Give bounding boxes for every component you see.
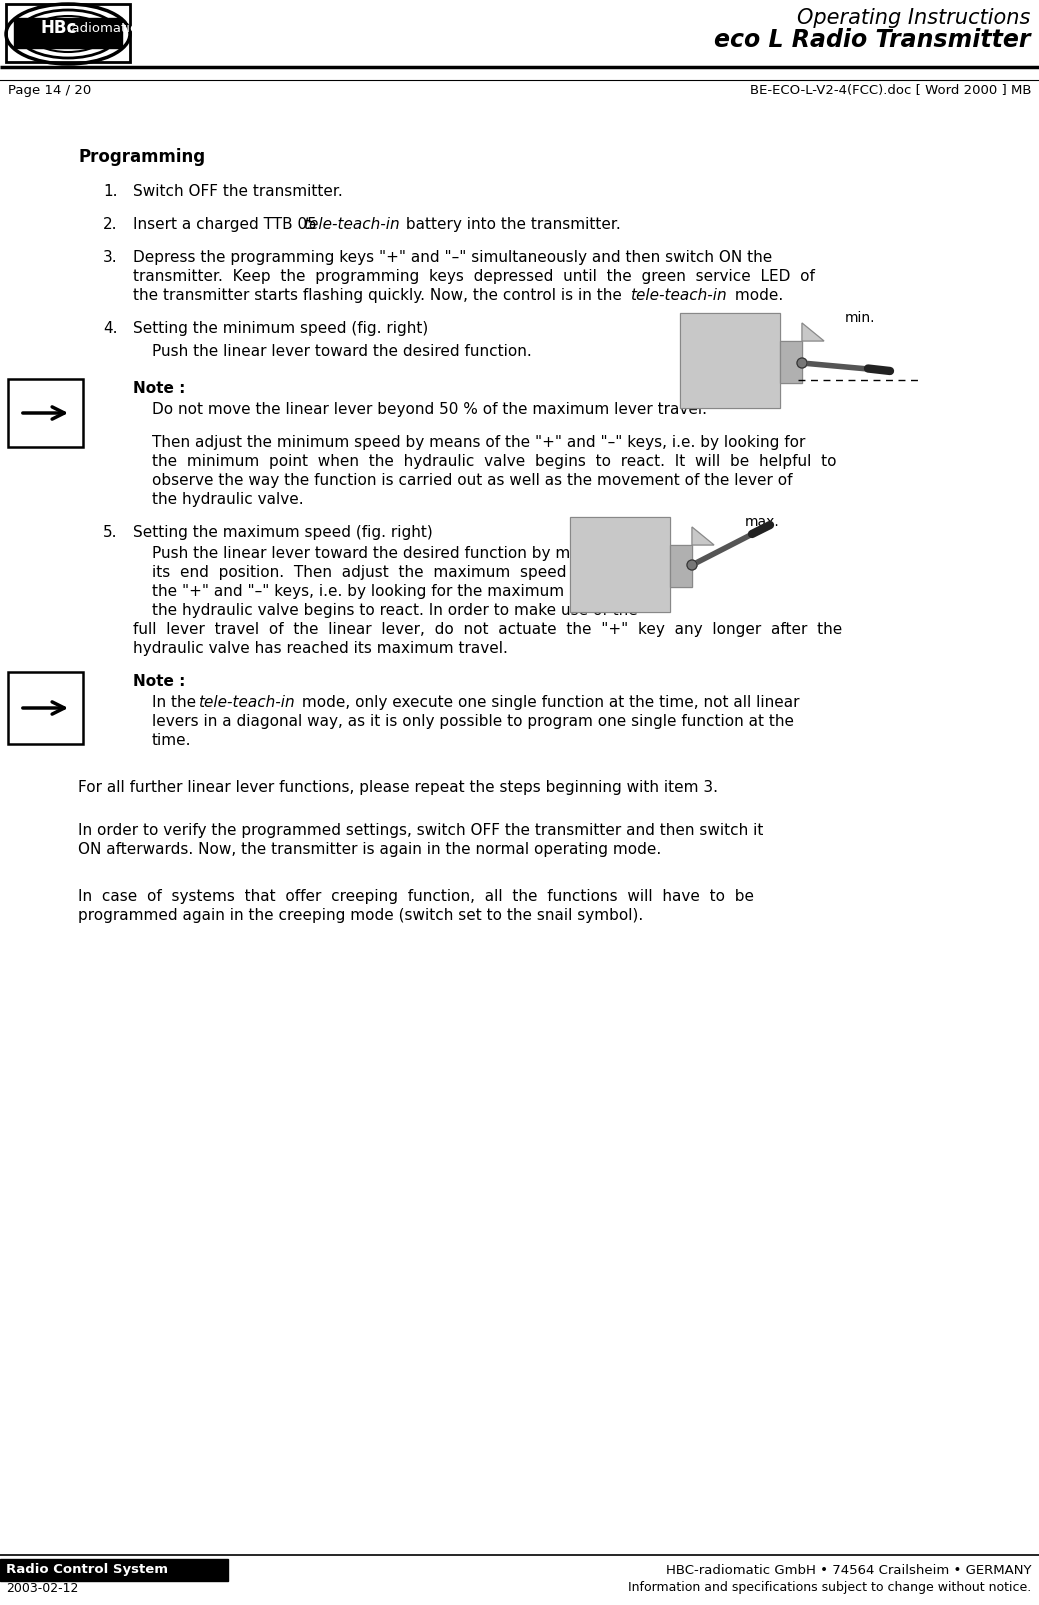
- Text: Insert a charged TTB 05: Insert a charged TTB 05: [133, 217, 322, 233]
- Text: Depress the programming keys "+" and "–" simultaneously and then switch ON the: Depress the programming keys "+" and "–"…: [133, 250, 772, 265]
- Bar: [8, 672, 83, 745]
- Bar: [780, 340, 802, 384]
- Text: 1.: 1.: [103, 185, 117, 199]
- Text: Note :: Note :: [133, 380, 185, 396]
- Text: Do not move the linear lever beyond 50 % of the maximum lever travel.: Do not move the linear lever beyond 50 %…: [152, 401, 707, 417]
- Circle shape: [797, 358, 807, 368]
- Text: Setting the minimum speed (fig. right): Setting the minimum speed (fig. right): [133, 321, 428, 335]
- Text: Operating Instructions: Operating Instructions: [797, 8, 1030, 27]
- Text: transmitter.  Keep  the  programming  keys  depressed  until  the  green  servic: transmitter. Keep the programming keys d…: [133, 270, 815, 284]
- Text: observe the way the function is carried out as well as the movement of the lever: observe the way the function is carried …: [152, 473, 793, 488]
- Bar: [680, 313, 780, 408]
- Text: HBC-radiomatic GmbH • 74564 Crailsheim • GERMANY: HBC-radiomatic GmbH • 74564 Crailsheim •…: [666, 1563, 1031, 1576]
- Bar: [8, 379, 83, 448]
- Text: For all further linear lever functions, please repeat the steps beginning with i: For all further linear lever functions, …: [78, 780, 718, 794]
- Bar: [570, 517, 670, 612]
- Text: time.: time.: [152, 733, 191, 748]
- Text: Push the linear lever toward the desired function.: Push the linear lever toward the desired…: [152, 343, 532, 360]
- Text: levers in a diagonal way, as it is only possible to program one single function : levers in a diagonal way, as it is only …: [152, 714, 794, 729]
- Text: mode, only execute one single function at the time, not all linear: mode, only execute one single function a…: [297, 695, 799, 709]
- Bar: [570, 517, 670, 612]
- Bar: [680, 313, 780, 408]
- Text: the hydraulic valve.: the hydraulic valve.: [152, 493, 303, 507]
- Text: In the: In the: [152, 695, 201, 709]
- Text: ON afterwards. Now, the transmitter is again in the normal operating mode.: ON afterwards. Now, the transmitter is a…: [78, 843, 661, 857]
- Text: Information and specifications subject to change without notice.: Information and specifications subject t…: [628, 1581, 1031, 1594]
- Text: tele-teach-in: tele-teach-in: [303, 217, 400, 233]
- Text: In order to verify the programmed settings, switch OFF the transmitter and then : In order to verify the programmed settin…: [78, 823, 764, 838]
- Text: mode.: mode.: [730, 287, 783, 303]
- Text: max.: max.: [745, 515, 779, 530]
- Text: 2.: 2.: [103, 217, 117, 233]
- Bar: [14, 18, 122, 48]
- Text: In  case  of  systems  that  offer  creeping  function,  all  the  functions  wi: In case of systems that offer creeping f…: [78, 889, 754, 904]
- Text: hydraulic valve has reached its maximum travel.: hydraulic valve has reached its maximum …: [133, 640, 508, 656]
- Text: min.: min.: [845, 311, 876, 324]
- Bar: [0, 1558, 228, 1581]
- Text: 4.: 4.: [103, 321, 117, 335]
- Text: Switch OFF the transmitter.: Switch OFF the transmitter.: [133, 185, 343, 199]
- Text: full  lever  travel  of  the  linear  lever,  do  not  actuate  the  "+"  key  a: full lever travel of the linear lever, d…: [133, 623, 843, 637]
- Text: Note :: Note :: [133, 674, 185, 689]
- Text: tele-teach-in: tele-teach-in: [630, 287, 726, 303]
- Text: 3.: 3.: [103, 250, 117, 265]
- Polygon shape: [802, 323, 824, 340]
- Bar: [670, 546, 692, 587]
- Bar: [6, 3, 130, 63]
- Text: Setting the maximum speed (fig. right): Setting the maximum speed (fig. right): [133, 525, 433, 539]
- Text: its  end  position.  Then  adjust  the  maximum  speed  by  means  of: its end position. Then adjust the maximu…: [152, 565, 681, 579]
- Bar: [670, 546, 692, 587]
- Text: Radio Control System: Radio Control System: [6, 1563, 168, 1576]
- Circle shape: [687, 560, 697, 570]
- Bar: [780, 340, 802, 384]
- Text: Page 14 / 20: Page 14 / 20: [8, 83, 91, 96]
- Text: the "+" and "–" keys, i.e. by looking for the maximum point when: the "+" and "–" keys, i.e. by looking fo…: [152, 584, 655, 599]
- Text: tele-teach-in: tele-teach-in: [198, 695, 295, 709]
- Text: the transmitter starts flashing quickly. Now, the control is in the: the transmitter starts flashing quickly.…: [133, 287, 627, 303]
- Text: 2003-02-12: 2003-02-12: [6, 1581, 78, 1594]
- Text: Push the linear lever toward the desired function by moving it to: Push the linear lever toward the desired…: [152, 546, 647, 562]
- Text: eco L Radio Transmitter: eco L Radio Transmitter: [714, 27, 1030, 51]
- Text: BE-ECO-L-V2-4(FCC).doc [ Word 2000 ] MB: BE-ECO-L-V2-4(FCC).doc [ Word 2000 ] MB: [749, 83, 1031, 96]
- Text: Programming: Programming: [78, 148, 205, 165]
- Text: programmed again in the creeping mode (switch set to the snail symbol).: programmed again in the creeping mode (s…: [78, 908, 643, 923]
- Polygon shape: [692, 526, 714, 546]
- Text: HBc: HBc: [39, 19, 77, 37]
- Text: Then adjust the minimum speed by means of the "+" and "–" keys, i.e. by looking : Then adjust the minimum speed by means o…: [152, 435, 805, 449]
- Text: the  minimum  point  when  the  hydraulic  valve  begins  to  react.  It  will  : the minimum point when the hydraulic val…: [152, 454, 836, 469]
- Text: the hydraulic valve begins to react. In order to make use of the: the hydraulic valve begins to react. In …: [152, 603, 638, 618]
- Text: 5.: 5.: [103, 525, 117, 539]
- Text: battery into the transmitter.: battery into the transmitter.: [401, 217, 620, 233]
- Text: radiomatic: radiomatic: [66, 21, 138, 34]
